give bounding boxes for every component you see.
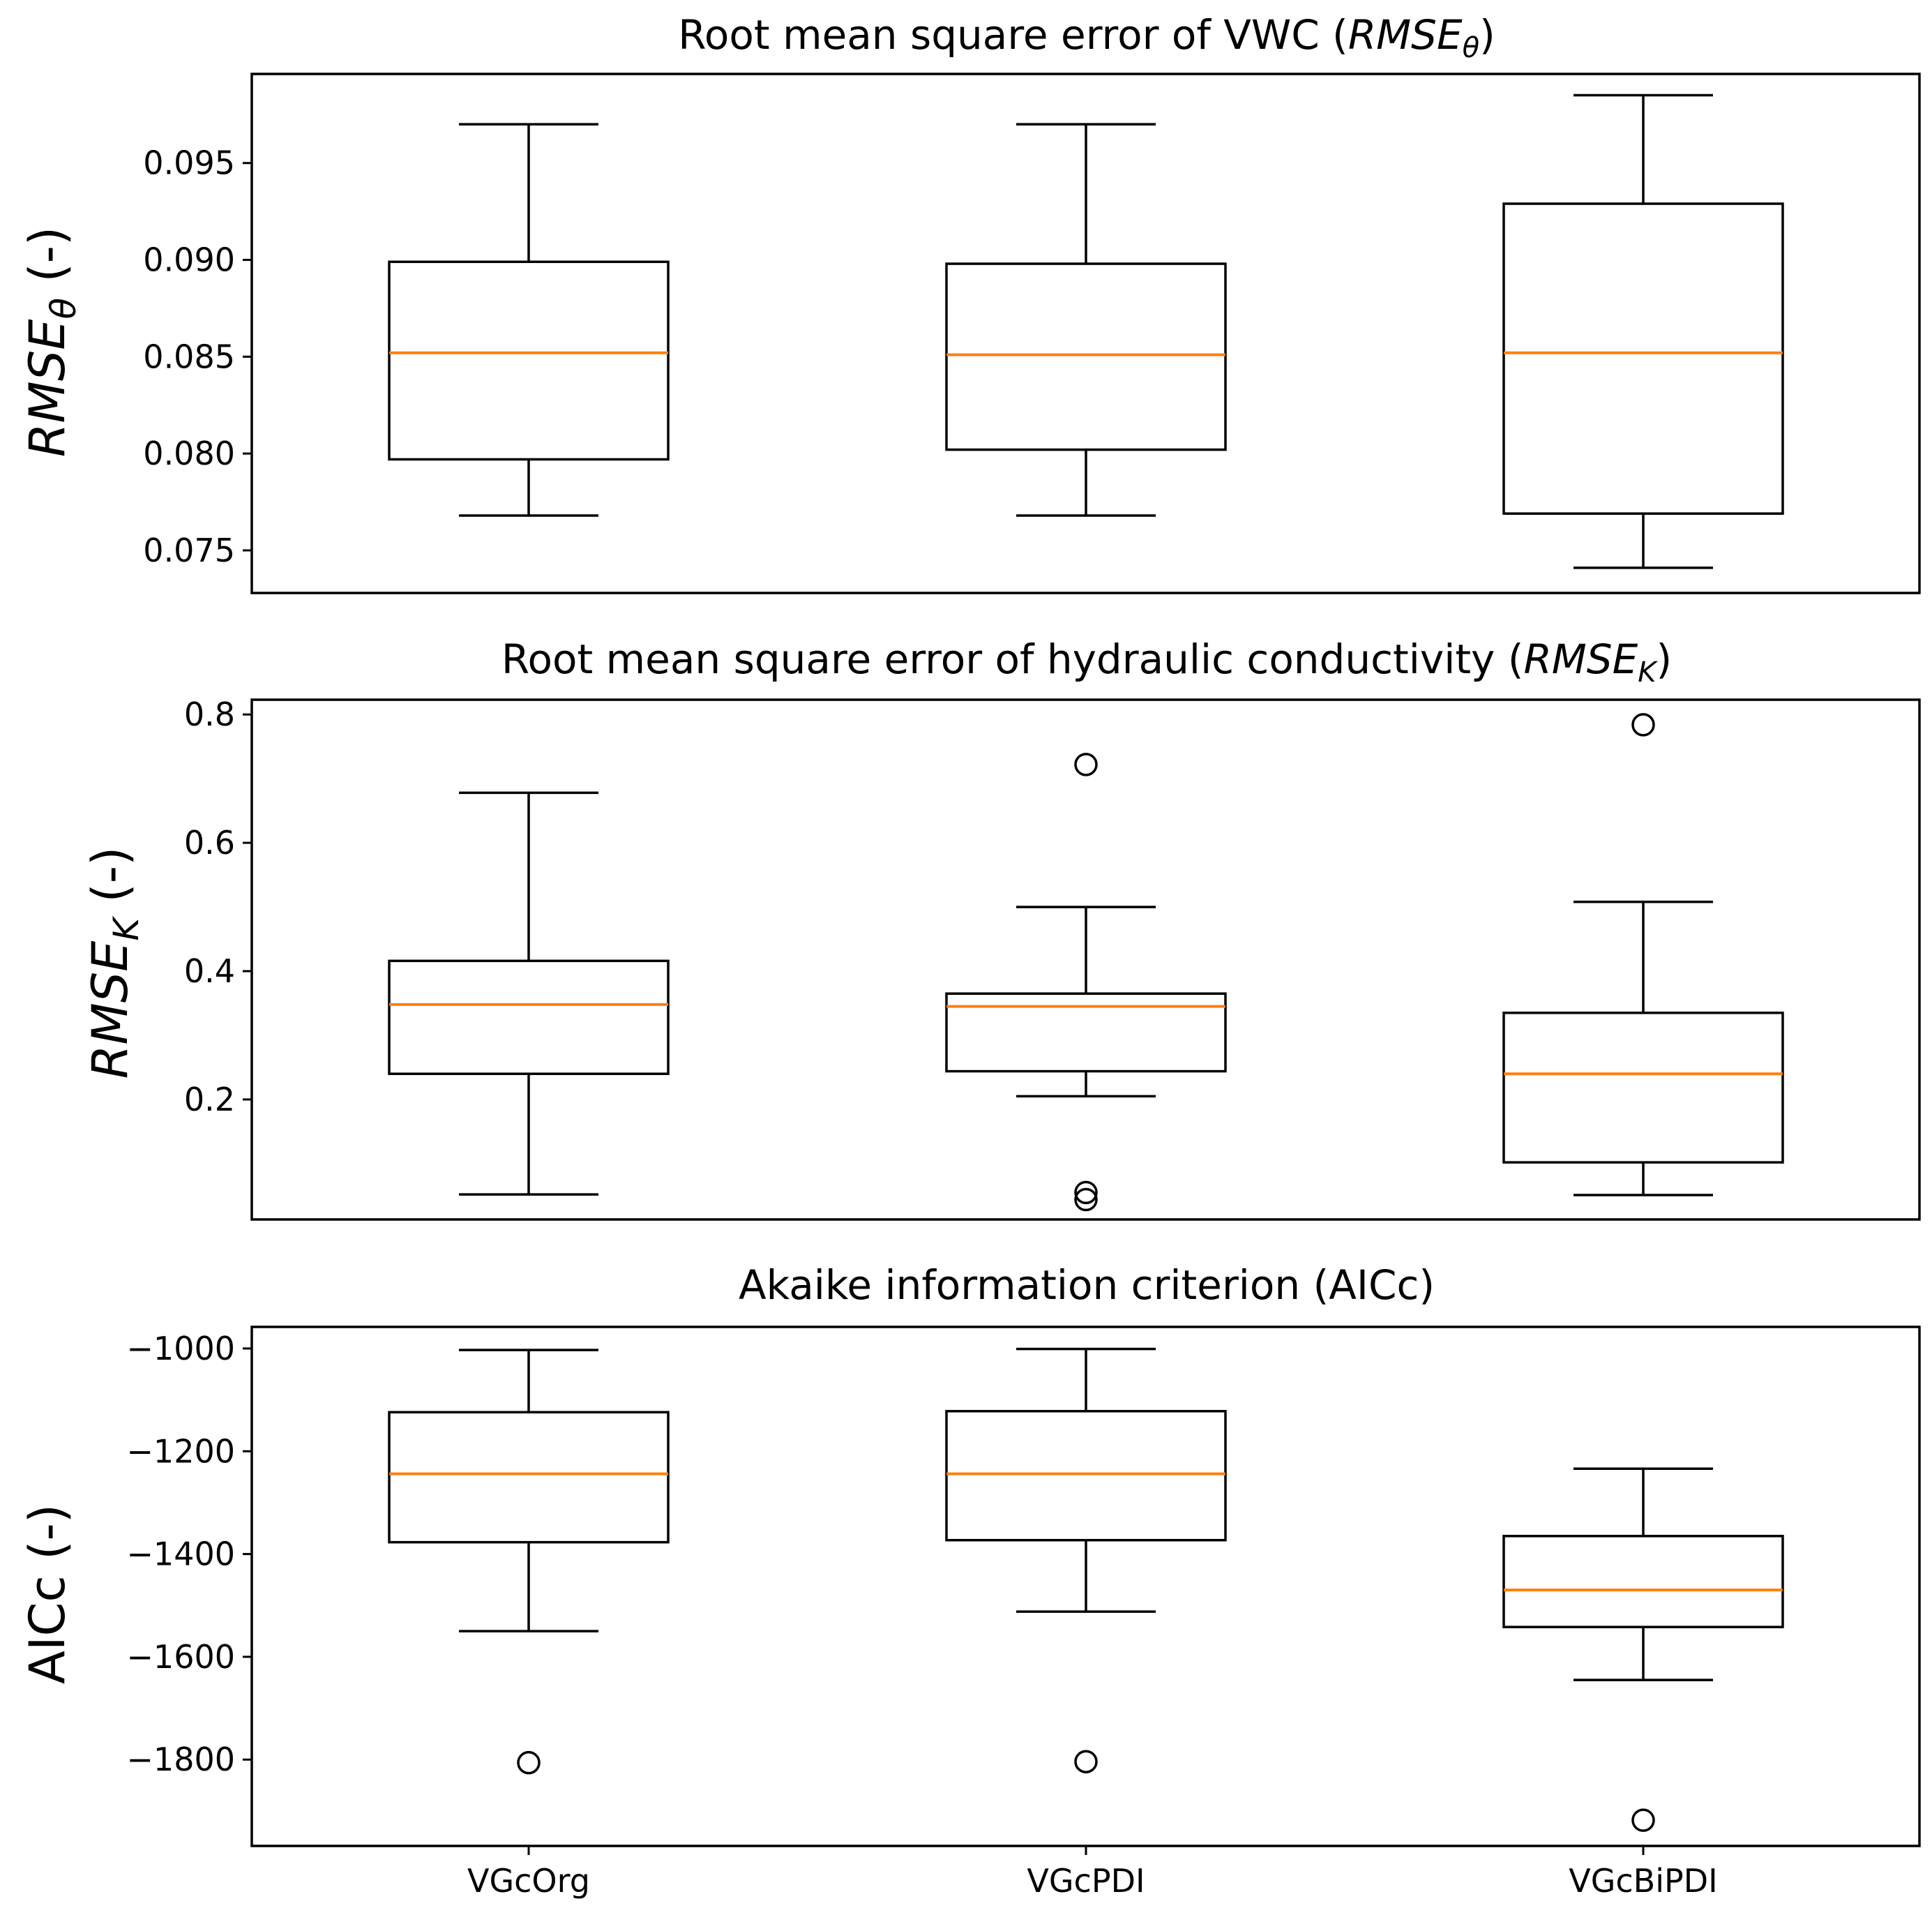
y-tick-label: 0.085: [143, 338, 235, 375]
y-tick-label: −1400: [126, 1535, 235, 1573]
y-tick-label: 0.2: [184, 1081, 235, 1118]
panel-3-plot: −1800 −1600 −1400 −1200 −1000 VGcOrg VGcPDI VGc…: [126, 1326, 1921, 1900]
panel-rmse-k: Root mean square error of hydraulic cond…: [82, 636, 1921, 1221]
x-tick-label: VGcPDI: [1027, 1862, 1145, 1900]
box-VGcBiPDI: [1502, 93, 1784, 569]
y-tick-label: 0.095: [143, 144, 235, 182]
box-VGcOrg: [388, 791, 670, 1196]
y-tick-label: −1000: [126, 1330, 235, 1367]
panel-2-ylabel: RMSEK (-): [82, 847, 146, 1079]
y-tick-label: 0.090: [143, 241, 235, 279]
iqr-box: [388, 260, 670, 461]
panel-1-plot: 0.075 0.080 0.085 0.090 0.095: [143, 73, 1921, 594]
box-VGcPDI: [945, 753, 1227, 1212]
axes-frame: [250, 73, 1921, 594]
iqr-box: [945, 992, 1227, 1073]
y-tick-label: 0.080: [143, 435, 235, 472]
y-tick-label: 0.8: [184, 696, 235, 733]
outlier-point: [1074, 753, 1098, 776]
outlier-point: [517, 1750, 541, 1775]
y-tick-label: −1200: [126, 1432, 235, 1470]
y-tick-label: 0.6: [184, 824, 235, 862]
box-VGcBiPDI: [1502, 713, 1784, 1196]
y-tick-label: 0.075: [143, 532, 235, 569]
panel-2-title: Root mean square error of hydraulic cond…: [501, 636, 1672, 689]
y-tick-label: −1600: [126, 1638, 235, 1676]
panel-1-title: Root mean square error of VWC (RMSEθ): [678, 11, 1495, 64]
iqr-box: [388, 959, 670, 1075]
iqr-box: [1502, 202, 1784, 515]
iqr-box: [945, 262, 1227, 451]
box-VGcOrg: [388, 123, 670, 517]
panel-rmse-theta: Root mean square error of VWC (RMSEθ) RM…: [19, 11, 1921, 594]
iqr-box: [945, 1410, 1227, 1542]
iqr-box: [388, 1411, 670, 1544]
box-VGcPDI: [945, 123, 1227, 517]
box-VGcPDI: [945, 1347, 1227, 1773]
x-tick-label: VGcOrg: [467, 1862, 590, 1900]
outlier-point: [1631, 713, 1655, 737]
axes-frame: [250, 698, 1921, 1221]
box-VGcOrg: [388, 1349, 670, 1775]
outlier-point: [1074, 1180, 1098, 1205]
panel-3-ylabel: AICc (-): [19, 1504, 76, 1684]
box-VGcBiPDI: [1502, 1467, 1784, 1832]
outlier-point: [1631, 1808, 1655, 1832]
iqr-box: [1502, 1535, 1784, 1628]
y-tick-label: −1800: [126, 1741, 235, 1778]
panel-1-ylabel: RMSEθ (-): [19, 227, 84, 457]
iqr-box: [1502, 1012, 1784, 1164]
x-tick-label: VGcBiPDI: [1569, 1862, 1717, 1900]
outlier-point: [1074, 1750, 1098, 1773]
panel-aicc: Akaike information criterion (AICc) AICc…: [19, 1261, 1921, 1900]
y-tick-label: 0.4: [184, 952, 235, 990]
panel-3-title: Akaike information criterion (AICc): [739, 1261, 1435, 1309]
panel-2-plot: 0.2 0.4 0.6 0.8: [184, 696, 1921, 1221]
outlier-point: [1074, 1187, 1098, 1212]
